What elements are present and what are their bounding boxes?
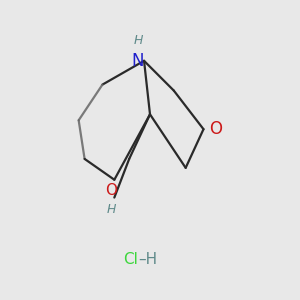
Text: H: H (134, 34, 143, 46)
Text: O: O (105, 183, 117, 198)
Text: H: H (107, 203, 116, 216)
Text: –H: –H (138, 253, 157, 268)
Text: O: O (209, 120, 222, 138)
Text: N: N (132, 52, 144, 70)
Text: Cl: Cl (123, 253, 138, 268)
